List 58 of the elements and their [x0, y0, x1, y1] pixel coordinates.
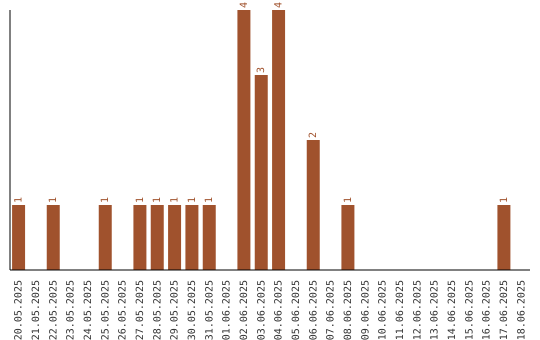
data-label: 1	[134, 196, 146, 203]
x-tick-label: 11.06.2025	[395, 280, 406, 340]
x-tick-label: 20.05.2025	[14, 280, 25, 340]
x-tick-label: 23.05.2025	[66, 280, 77, 340]
bar	[185, 205, 198, 270]
bar	[133, 205, 146, 270]
data-label: 1	[152, 196, 164, 203]
bar	[272, 10, 286, 270]
x-tick-label: 15.06.2025	[464, 280, 476, 340]
x-tick-label: 01.06.2025	[222, 280, 233, 340]
x-tick-label: 30.05.2025	[187, 280, 198, 340]
bar	[150, 205, 164, 270]
x-tick-label: 17.06.2025	[499, 280, 510, 340]
x-tick-label: 05.06.2025	[291, 280, 302, 340]
x-tick-label: 24.05.2025	[83, 280, 94, 340]
data-label: 4	[238, 2, 250, 8]
bar	[254, 75, 268, 270]
x-tick-label: 31.05.2025	[204, 280, 216, 340]
data-label: 1	[14, 196, 25, 203]
bar	[306, 140, 320, 270]
x-tick-label: 09.06.2025	[360, 280, 372, 340]
data-label: 1	[186, 196, 198, 203]
x-tick-label: 13.06.2025	[430, 280, 441, 340]
bar	[341, 205, 354, 270]
data-label: 1	[100, 196, 112, 203]
x-tick-label: 25.05.2025	[100, 280, 112, 340]
x-tick-label: 26.05.2025	[118, 280, 129, 340]
x-tick-label: 04.06.2025	[274, 280, 285, 340]
x-tick-label: 10.06.2025	[378, 280, 389, 340]
bar	[237, 10, 250, 270]
bar	[168, 205, 182, 270]
data-label: 1	[48, 196, 60, 203]
x-tick-label: 27.05.2025	[135, 280, 146, 340]
x-tick-label: 29.05.2025	[170, 280, 181, 340]
x-tick-label: 02.06.2025	[239, 280, 250, 340]
data-label: 3	[256, 66, 268, 73]
data-label: 2	[308, 132, 320, 138]
x-tick-label: 21.05.2025	[31, 280, 42, 340]
x-tick-label: 16.06.2025	[482, 280, 493, 340]
data-label: 1	[342, 196, 354, 203]
bar	[497, 205, 510, 270]
bar	[12, 205, 26, 270]
data-label: 4	[274, 2, 285, 8]
x-tick-label: 06.06.2025	[308, 280, 320, 340]
bar	[46, 205, 60, 270]
bar	[98, 205, 112, 270]
x-tick-label: 14.06.2025	[447, 280, 458, 340]
x-tick-label: 08.06.2025	[343, 280, 354, 340]
data-label: 1	[170, 196, 181, 203]
x-tick-label: 28.05.2025	[152, 280, 164, 340]
x-tick-label: 22.05.2025	[48, 280, 60, 340]
data-label: 1	[498, 196, 510, 203]
x-tick-label: 07.06.2025	[326, 280, 337, 340]
bar	[202, 205, 216, 270]
data-label: 1	[204, 196, 216, 203]
x-tick-label: 12.06.2025	[412, 280, 424, 340]
x-tick-label: 18.06.2025	[516, 280, 528, 340]
x-tick-label: 03.06.2025	[256, 280, 268, 340]
